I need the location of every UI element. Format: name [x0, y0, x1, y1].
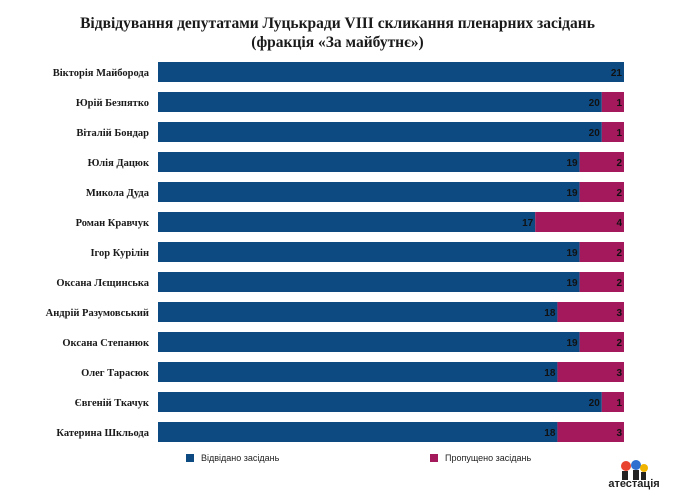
category-label: Роман Кравчук: [76, 218, 150, 229]
value-label-attended: 17: [522, 218, 534, 229]
bar-attended: [158, 332, 580, 352]
logo-figures-icon: [621, 460, 648, 480]
chart-title-block: Відвідування депутатами Луцькради VIII с…: [0, 14, 675, 52]
bar-attended: [158, 212, 536, 232]
bar-attended: [158, 272, 580, 292]
category-label: Оксана Степанюк: [62, 338, 150, 349]
value-label-missed: 3: [616, 368, 622, 379]
legend-label-missed: Пропущено засідань: [445, 453, 532, 463]
value-label-missed: 2: [616, 248, 622, 259]
bar-missed: [579, 152, 624, 172]
value-label-attended: 18: [544, 368, 556, 379]
bar-attended: [158, 422, 558, 442]
category-label: Юрій Безпятко: [76, 98, 149, 109]
value-label-attended: 19: [566, 158, 578, 169]
logo-text: атестація: [608, 478, 660, 490]
bar-attended: [158, 182, 580, 202]
category-label: Євгеній Ткачук: [75, 398, 150, 409]
bar-missed: [557, 422, 624, 442]
value-label-attended: 18: [544, 308, 556, 319]
value-label-missed: 2: [616, 278, 622, 289]
value-label-attended: 20: [589, 128, 601, 139]
legend-swatch-attended: [186, 454, 194, 462]
value-label-attended: 18: [544, 428, 556, 439]
bar-attended: [158, 62, 624, 82]
bar-attended: [158, 362, 558, 382]
category-label: Андрій Разумовський: [46, 308, 149, 319]
legend-label-attended: Відвідано засідань: [201, 453, 280, 463]
bar-attended: [158, 392, 602, 412]
legend-item-missed: Пропущено засідань: [430, 453, 531, 463]
category-label: Микола Дуда: [86, 188, 150, 199]
bar-attended: [158, 152, 580, 172]
chart-subtitle: (фракція «За майбутнє»): [251, 34, 424, 51]
value-label-attended: 20: [589, 98, 601, 109]
legend: Відвідано засідань Пропущено засідань: [0, 453, 675, 467]
bar-missed: [601, 122, 624, 142]
category-label: Вікторія Майборода: [53, 68, 150, 79]
category-label: Олег Тарасюк: [81, 368, 150, 379]
category-label: Оксана Лєщинська: [56, 278, 149, 289]
value-label-missed: 1: [616, 398, 622, 409]
category-label: Юлія Дацюк: [88, 158, 150, 169]
bar-attended: [158, 302, 558, 322]
value-label-missed: 4: [616, 218, 622, 229]
bar-missed: [557, 362, 624, 382]
bar-missed: [535, 212, 624, 232]
bar-attended: [158, 122, 602, 142]
bar-missed: [579, 272, 624, 292]
value-label-missed: 2: [616, 188, 622, 199]
value-label-attended: 19: [566, 338, 578, 349]
category-label: Ігор Курілін: [90, 248, 149, 259]
value-label-attended: 21: [611, 68, 623, 79]
category-label: Катерина Шкльода: [56, 428, 149, 439]
bar-missed: [601, 392, 624, 412]
chart-title: Відвідування депутатами Луцькради VIII с…: [80, 15, 595, 32]
atestatsiia-logo: атестація: [606, 458, 662, 498]
value-label-attended: 19: [566, 278, 578, 289]
bar-attended: [158, 92, 602, 112]
value-label-missed: 3: [616, 308, 622, 319]
bar-missed: [579, 242, 624, 262]
bar-missed: [557, 302, 624, 322]
value-label-missed: 2: [616, 158, 622, 169]
bar-attended: [158, 242, 580, 262]
category-label: Віталій Бондар: [76, 128, 149, 139]
legend-swatch-missed: [430, 454, 438, 462]
value-label-attended: 19: [566, 248, 578, 259]
bar-missed: [601, 92, 624, 112]
value-label-attended: 19: [566, 188, 578, 199]
bar-missed: [579, 182, 624, 202]
value-label-missed: 1: [616, 128, 622, 139]
value-label-attended: 20: [589, 398, 601, 409]
legend-item-attended: Відвідано засідань: [186, 453, 279, 463]
value-label-missed: 1: [616, 98, 622, 109]
bar-missed: [579, 332, 624, 352]
value-label-missed: 3: [616, 428, 622, 439]
value-label-missed: 2: [616, 338, 622, 349]
